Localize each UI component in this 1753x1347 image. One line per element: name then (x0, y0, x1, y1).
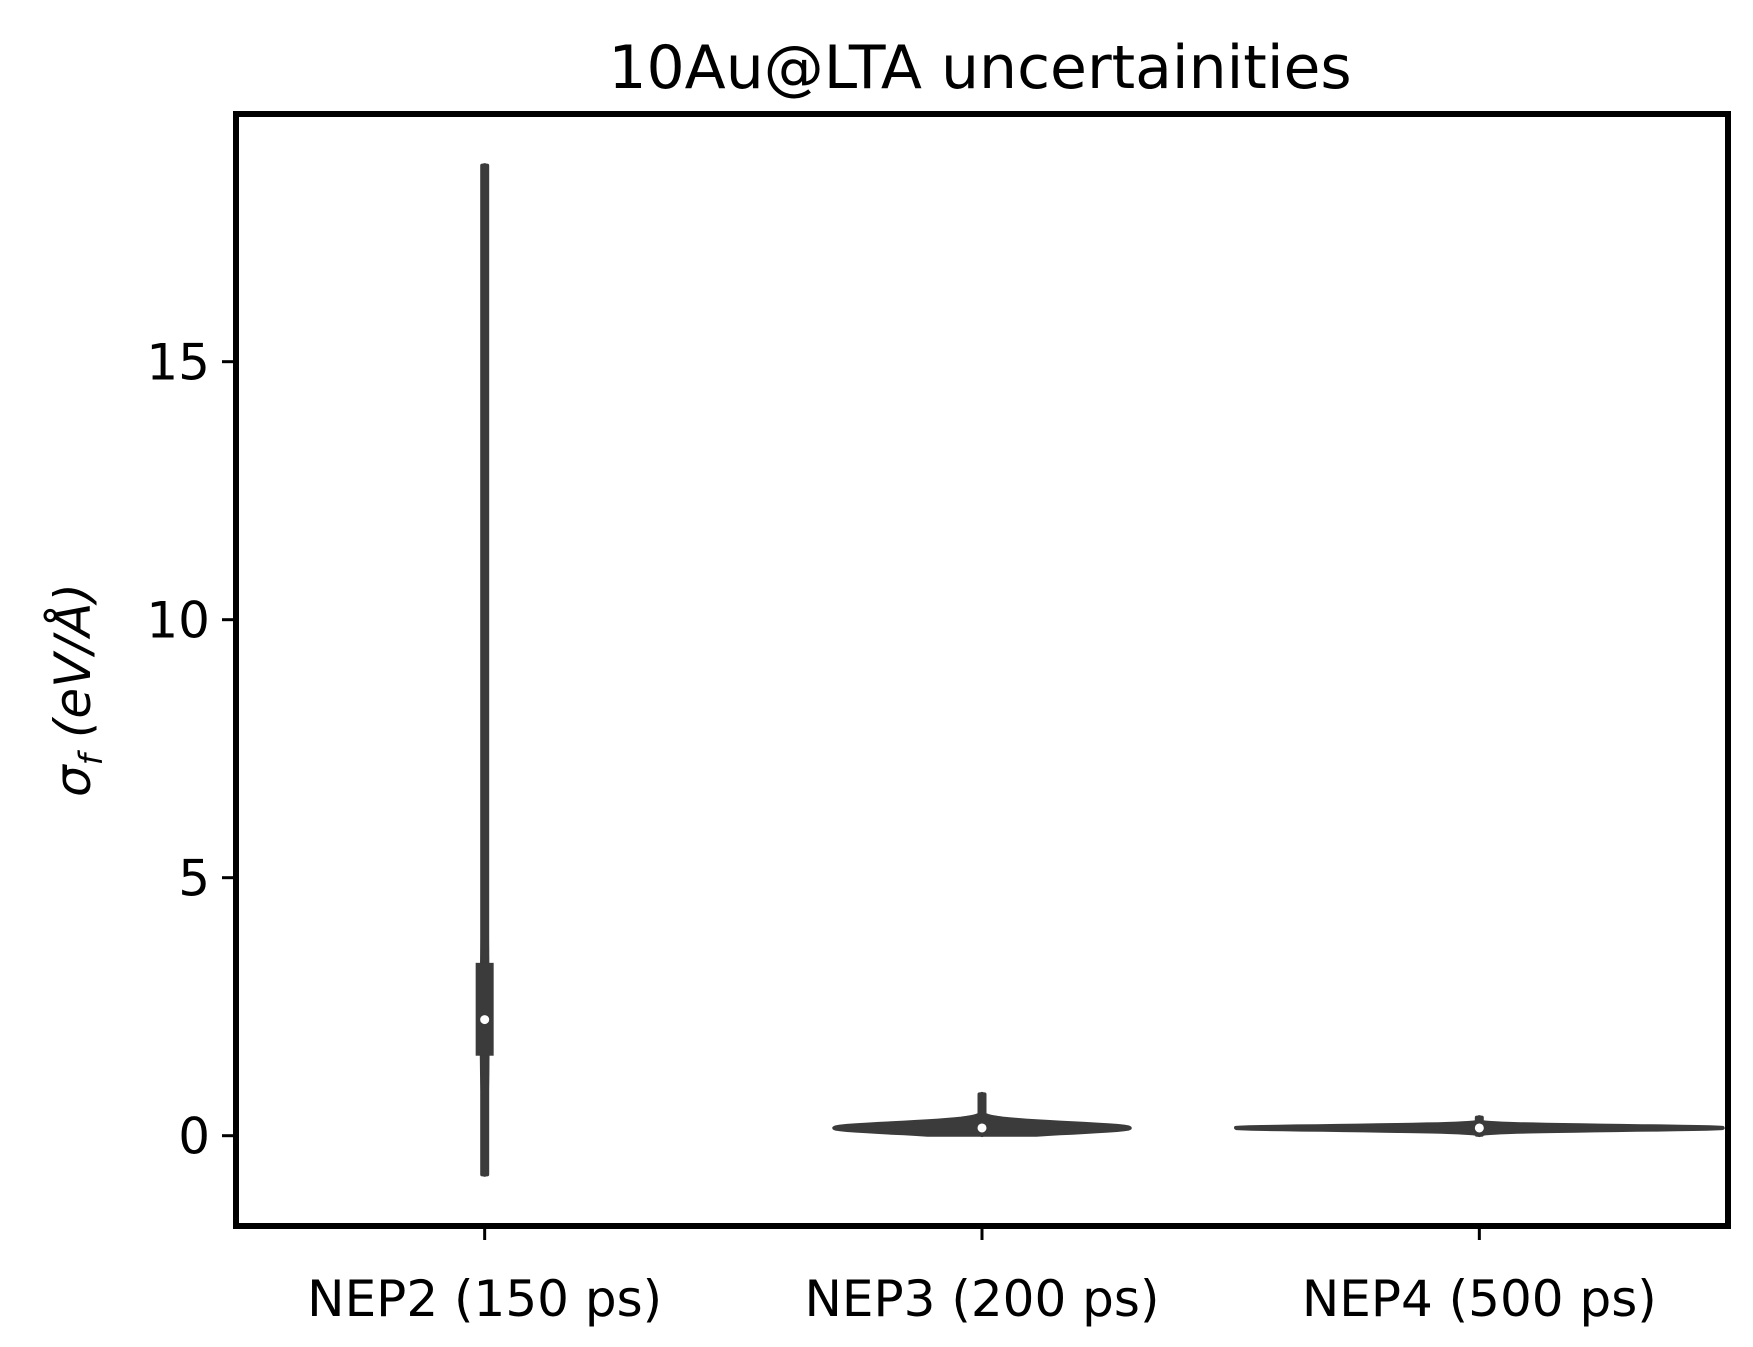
axes-frame (233, 111, 1731, 1229)
y-tick-label: 0 (178, 1108, 210, 1166)
x-axis: NEP2 (150 ps) NEP3 (200 ps) NEP4 (500 ps) (307, 1226, 1657, 1328)
plot-area (475, 163, 1725, 1177)
y-axis-symbol: σ (44, 764, 102, 797)
chart-title: 10Au@LTA uncertainities (608, 33, 1351, 103)
violin-median-marker (479, 1014, 491, 1026)
x-tick-label: NEP4 (500 ps) (1302, 1270, 1657, 1328)
x-tick-label: NEP3 (200 ps) (805, 1270, 1160, 1328)
y-tick-label: 10 (146, 592, 210, 650)
violin-iqr-box (475, 962, 494, 1056)
y-tick-label: 15 (146, 334, 210, 392)
y-axis: 0 5 10 15 (146, 334, 236, 1166)
violin-median-marker (1473, 1122, 1485, 1134)
svg-text:σf (eV/Å): σf (eV/Å) (44, 583, 110, 797)
y-tick-label: 5 (178, 850, 210, 908)
y-axis-units: (eV/Å) (44, 583, 102, 738)
violin-median-marker (976, 1122, 988, 1134)
y-axis-label: σf (eV/Å) (44, 583, 110, 797)
x-tick-label: NEP2 (150 ps) (307, 1270, 662, 1328)
